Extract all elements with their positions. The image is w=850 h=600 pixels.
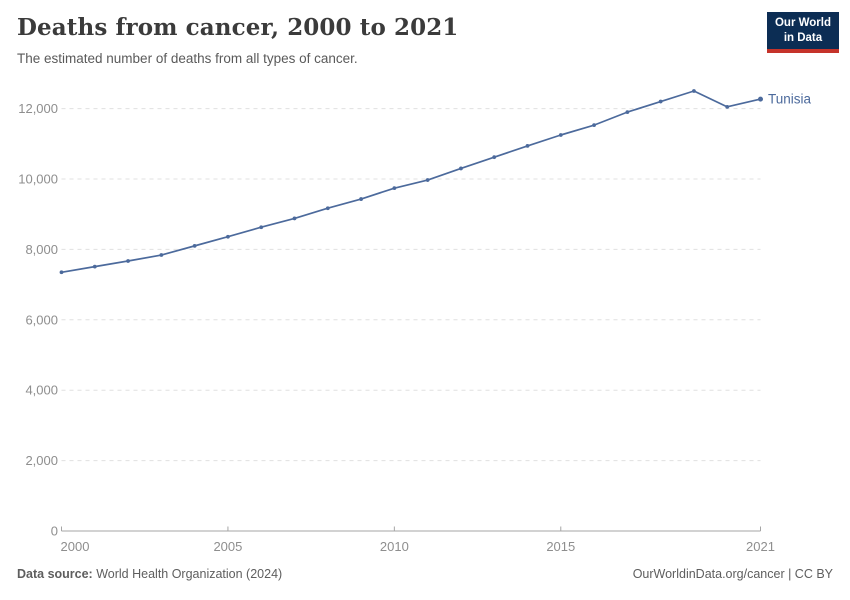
x-tick-label: 2005 (213, 539, 242, 554)
data-point[interactable] (658, 99, 663, 104)
y-tick-label: 0 (51, 524, 58, 539)
data-point[interactable] (126, 259, 130, 263)
credit-link[interactable]: OurWorldinData.org/cancer | CC BY (632, 567, 833, 581)
data-point[interactable] (325, 206, 330, 211)
y-tick-label: 2,000 (25, 453, 58, 468)
x-tick-label: 2000 (61, 539, 90, 554)
data-point[interactable] (625, 110, 630, 115)
x-tick-label: 2010 (380, 539, 409, 554)
data-point[interactable] (292, 216, 297, 221)
chart-subtitle: The estimated number of deaths from all … (17, 51, 358, 66)
data-source-label: Data source: (17, 567, 93, 581)
data-source-value: World Health Organization (2024) (96, 567, 283, 581)
data-point[interactable] (592, 123, 596, 128)
x-tick-label: 2021 (746, 539, 775, 554)
data-point[interactable] (558, 133, 563, 137)
y-tick-label: 8,000 (25, 242, 58, 257)
owid-logo-line2: in Data (783, 31, 823, 44)
y-tick-label: 6,000 (25, 312, 58, 327)
footer: Data source: World Health Organization (… (17, 567, 833, 581)
series-label[interactable]: Tunisia (768, 92, 812, 107)
data-point[interactable] (359, 197, 363, 201)
data-source: Data source: World Health Organization (… (17, 567, 282, 581)
y-tick-label: 10,000 (18, 172, 58, 187)
data-point[interactable] (226, 234, 230, 239)
trend-line[interactable] (61, 90, 761, 274)
y-tick-label: 12,000 (18, 101, 58, 116)
data-point[interactable] (92, 264, 97, 269)
data-point[interactable] (392, 186, 397, 191)
y-tick-label: 4,000 (25, 383, 58, 398)
owid-logo[interactable]: Our World in Data (766, 12, 839, 53)
data-point[interactable] (725, 104, 730, 109)
data-point[interactable] (159, 253, 164, 257)
x-tick-label: 2015 (546, 539, 575, 554)
data-point[interactable] (59, 270, 64, 275)
data-point[interactable] (492, 155, 497, 160)
data-point[interactable] (259, 225, 264, 230)
data-point[interactable] (525, 144, 530, 148)
data-point[interactable] (692, 89, 696, 93)
data-point[interactable] (758, 96, 763, 102)
line-chart[interactable]: 0 2,000 4,000 6,000 8,000 10,000 12,000 2000 200… (0, 0, 850, 560)
data-point[interactable] (425, 178, 430, 182)
data-point[interactable] (192, 243, 197, 248)
page-title: Deaths from cancer, 2000 to 2021 (17, 14, 459, 41)
data-point[interactable] (459, 166, 463, 171)
owid-logo-line1: Our World (774, 17, 831, 29)
